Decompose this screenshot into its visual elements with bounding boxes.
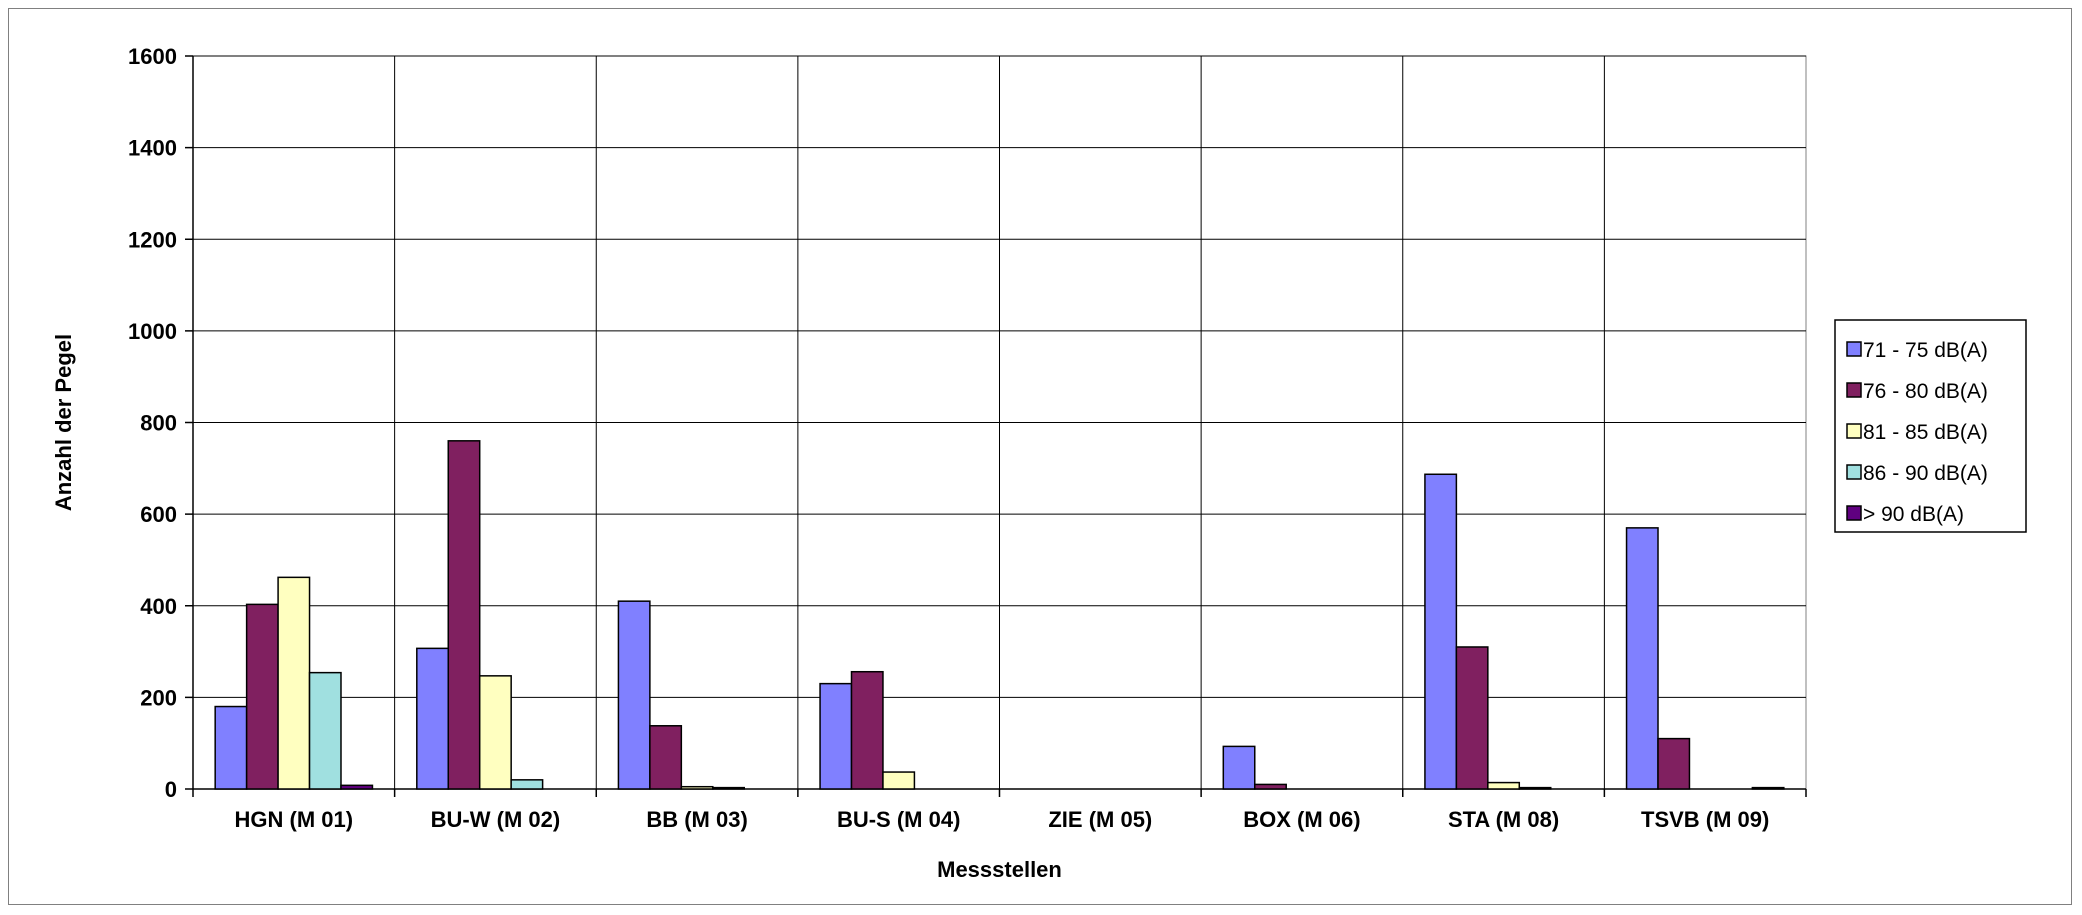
legend-swatch [1846,382,1862,398]
y-tick-label: 1200 [128,227,177,252]
legend-label: > 90 dB(A) [1863,503,1964,526]
x-tick-label: ZIE (M 05) [1048,807,1152,832]
x-tick-label: BU-S (M 04) [837,807,960,832]
y-tick-label: 1400 [128,136,177,161]
y-tick-label: 1600 [128,44,177,69]
bar [1487,781,1521,790]
bar [850,670,884,790]
bar [819,682,853,790]
bar [1455,646,1489,790]
bar [277,576,311,790]
axis-ticks: 0 200 400 600 800 1000 1200 1400 1600 HGN (M 01) B… [128,44,1807,832]
legend-swatch [1846,341,1862,357]
y-axis-title: Anzahl der Pegel [51,334,76,511]
y-tick-label: 0 [165,777,177,802]
legend-swatch [1846,464,1862,480]
bar [1518,786,1552,790]
y-tick-label: 600 [140,502,177,527]
bar [712,786,745,790]
bar [680,785,714,790]
bar [308,671,342,790]
bar [478,675,512,790]
legend-swatch [1846,505,1862,521]
bar [1657,737,1691,790]
bar [245,603,279,790]
y-tick-label: 200 [140,685,177,710]
bar [882,771,916,790]
legend: 71 - 75 dB(A) 76 - 80 dB(A) 81 - 85 dB(A) 8… [1834,319,2027,533]
bar [1222,745,1256,790]
bar [649,725,683,790]
bar [214,705,248,790]
bar [617,600,651,790]
y-tick-label: 800 [140,411,177,436]
bar [1625,527,1659,790]
bar [447,440,481,790]
x-axis-title: Messstellen [937,857,1062,882]
legend-label: 76 - 80 dB(A) [1863,380,1988,403]
chart-frame: 0 200 400 600 800 1000 1200 1400 1600 HGN (M 01) B… [8,8,2072,905]
x-tick-label: BB (M 03) [646,807,747,832]
bar [1751,786,1785,790]
y-tick-label: 400 [140,594,177,619]
bar [1254,783,1287,790]
bar [340,784,374,790]
x-tick-label: STA (M 08) [1448,807,1559,832]
x-tick-label: BOX (M 06) [1243,807,1360,832]
bar [510,779,544,790]
x-tick-label: BU-W (M 02) [431,807,561,832]
legend-swatch [1846,423,1862,439]
x-tick-label: HGN (M 01) [235,807,354,832]
legend-label: 81 - 85 dB(A) [1863,421,1988,444]
legend-label: 71 - 75 dB(A) [1863,339,1988,362]
bars [214,440,1785,790]
x-tick-label: TSVB (M 09) [1641,807,1769,832]
bar-chart: 0 200 400 600 800 1000 1200 1400 1600 HGN (M 01) B… [51,44,2027,882]
legend-label: 86 - 90 dB(A) [1863,462,1988,485]
bar [1424,473,1458,790]
y-tick-label: 1000 [128,319,177,344]
bar [416,647,450,790]
legend-box [1834,319,2027,533]
